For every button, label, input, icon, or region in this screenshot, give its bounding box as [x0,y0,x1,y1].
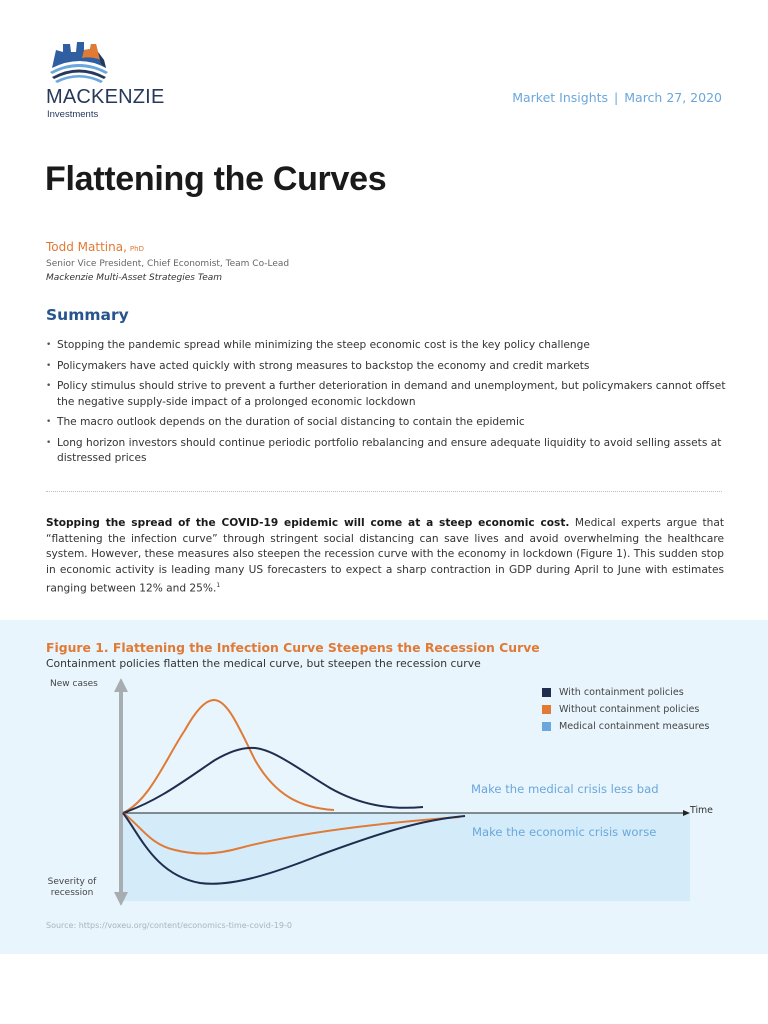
time-axis-arrow-icon [683,810,690,816]
y-axis-label-top: New cases [50,679,98,689]
annotation-economic: Make the economic crisis worse [472,825,657,839]
legend-item-without: Without containment policies [542,703,709,715]
annotation-medical: Make the medical crisis less bad [471,782,659,796]
legend-label: Medical containment measures [559,720,710,732]
figure-title: Figure 1. Flattening the Infection Curve… [46,640,540,655]
mackenzie-logo [46,40,166,84]
author-name-text: Todd Mattina, [46,240,127,254]
separator: | [614,90,619,105]
curve-infection-with [122,746,424,814]
curve-recession-with [122,812,466,885]
chart-legend: With containment policies Without contai… [542,686,709,737]
curve-infection-without [122,698,335,814]
header-meta: Market Insights | March 27, 2020 [512,90,722,105]
figure-subtitle: Containment policies flatten the medical… [46,657,481,670]
author-role: Senior Vice President, Chief Economist, … [46,259,290,269]
body-paragraph: Stopping the spread of the COVID-19 epid… [46,516,724,598]
section-divider [46,491,722,492]
legend-label: Without containment policies [559,703,700,715]
summary-item: The macro outlook depends on the duratio… [46,415,726,431]
author-credential: PhD [129,245,144,253]
publish-date: March 27, 2020 [624,90,722,105]
summary-item: Long horizon investors should continue p… [46,436,726,467]
curves-chart [114,678,690,906]
y-axis-arrow-down-icon [114,892,128,906]
recession-shade [122,813,690,901]
legend-swatch-navy [542,687,551,697]
summary-list: Stopping the pandemic spread while minim… [46,338,726,472]
legend-item-medical: Medical containment measures [542,720,709,732]
author-name: Todd Mattina, PhD [46,240,144,254]
figure-panel: Figure 1. Flattening the Infection Curve… [0,620,768,954]
x-axis-label: Time [690,805,713,816]
body-text: Medical experts argue that “flattening t… [46,517,724,595]
legend-label: With containment policies [559,686,684,698]
author-team: Mackenzie Multi-Asset Strategies Team [46,273,223,283]
figure-source[interactable]: Source: https://voxeu.org/content/econom… [46,921,292,930]
section-label: Market Insights [512,90,609,105]
y-axis-arrow-up-icon [114,678,128,692]
legend-swatch-orange [542,704,551,714]
summary-item: Stopping the pandemic spread while minim… [46,338,726,354]
brand-name: MACKENZIE [46,86,165,108]
y-axis-label-bottom: Severity of recession [47,877,97,898]
summary-item: Policy stimulus should strive to prevent… [46,379,726,410]
curve-recession-without [122,812,461,855]
body-lead: Stopping the spread of the COVID-19 epid… [46,517,570,529]
logo-crown-icon [50,42,108,83]
page-title: Flattening the Curves [45,160,387,198]
legend-item-with: With containment policies [542,686,709,698]
legend-swatch-lightblue [542,721,551,731]
brand-subtitle: Investments [47,109,99,120]
footnote-ref[interactable]: 1 [216,582,221,590]
summary-heading: Summary [46,306,129,324]
summary-item: Policymakers have acted quickly with str… [46,359,726,375]
